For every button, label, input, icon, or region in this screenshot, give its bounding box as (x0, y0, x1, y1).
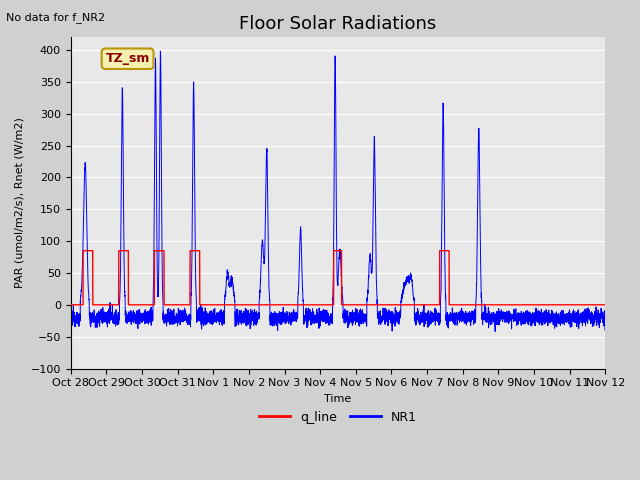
q_line (488, 302, 496, 308)
q_line (79, 248, 87, 253)
Legend: q_line, NR1: q_line, NR1 (254, 406, 422, 429)
X-axis label: Time: Time (324, 394, 351, 404)
q_line (318, 302, 326, 308)
Y-axis label: PAR (umol/m2/s), Rnet (W/m2): PAR (umol/m2/s), Rnet (W/m2) (15, 118, 25, 288)
q_line (458, 302, 465, 308)
Text: No data for f_NR2: No data for f_NR2 (6, 12, 106, 23)
q_line (602, 302, 609, 308)
NR1 (602, 319, 609, 325)
NR1 (428, 315, 436, 321)
q_line (67, 302, 74, 308)
q_line (428, 302, 436, 308)
Text: TZ_sm: TZ_sm (106, 52, 150, 65)
NR1 (601, 321, 609, 326)
Line: NR1: NR1 (70, 51, 605, 332)
NR1 (157, 48, 164, 54)
NR1 (67, 315, 74, 321)
NR1 (163, 316, 171, 322)
Line: q_line: q_line (70, 251, 605, 305)
Title: Floor Solar Radiations: Floor Solar Radiations (239, 15, 436, 33)
NR1 (488, 312, 496, 317)
q_line (163, 302, 171, 308)
NR1 (492, 329, 499, 335)
q_line (601, 302, 609, 308)
NR1 (318, 318, 326, 324)
NR1 (458, 305, 465, 311)
